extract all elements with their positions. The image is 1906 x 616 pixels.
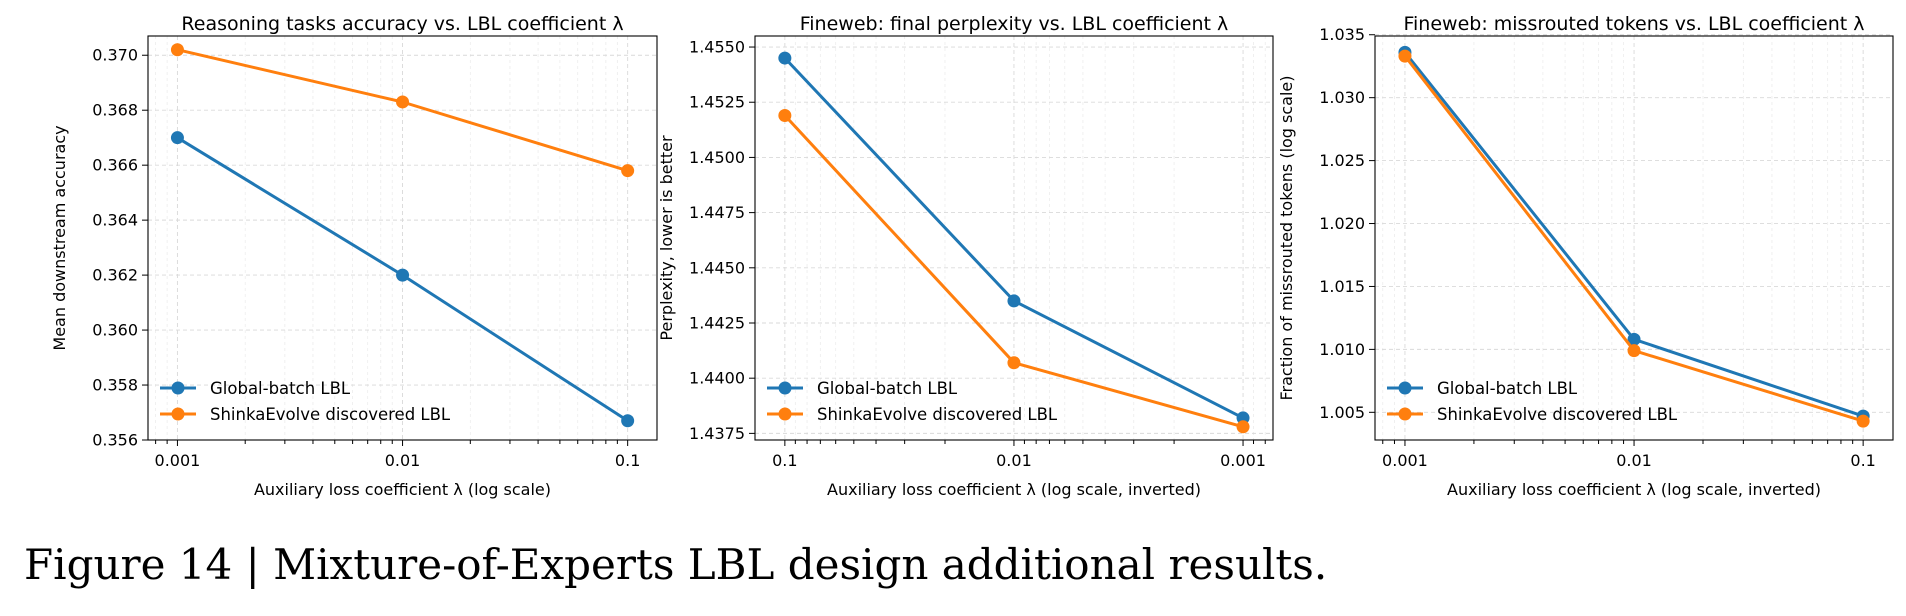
chart-title: Fineweb: missrouted tokens vs. LBL coeff… — [1403, 13, 1864, 35]
x-tick-label: 0.1 — [772, 451, 797, 470]
data-point-shinkaevolve — [621, 164, 635, 178]
y-axis-label: Perplexity, lower is better — [657, 135, 676, 341]
legend: Global-batch LBL ShinkaEvolve discovered … — [1387, 379, 1678, 424]
y-axis-label: Fraction of missrouted tokens (log scale… — [1277, 75, 1296, 400]
data-point-global-batch — [778, 51, 792, 65]
y-tick-label: 1.035 — [1319, 25, 1365, 44]
y-tick-label: 1.4375 — [689, 424, 745, 443]
legend-label: Global-batch LBL — [1437, 379, 1578, 398]
legend-label: Global-batch LBL — [210, 379, 351, 398]
figure-caption: Figure 14 | Mixture-of-Experts LBL desig… — [24, 540, 1328, 589]
y-tick-label: 0.358 — [92, 376, 138, 395]
chart-title: Reasoning tasks accuracy vs. LBL coeffic… — [181, 13, 623, 35]
x-tick-label: 0.01 — [385, 451, 421, 470]
y-tick-label: 1.4400 — [689, 369, 745, 388]
data-point-global-batch — [621, 414, 635, 428]
x-tick-label: 0.1 — [1850, 451, 1875, 470]
chart-panel-1: 0.356 0.358 0.360 0.362 0.364 0.366 0.368 0.370… — [50, 13, 658, 499]
data-point-shinkaevolve — [170, 43, 184, 57]
legend-label: ShinkaEvolve discovered LBL — [210, 405, 451, 424]
x-tick-label: 0.001 — [1220, 451, 1266, 470]
y-tick-label: 1.010 — [1319, 340, 1365, 359]
legend-marker — [171, 407, 185, 421]
y-tick-label: 1.005 — [1319, 403, 1365, 422]
data-point-global-batch — [170, 131, 184, 145]
y-tick-label: 1.4450 — [689, 258, 745, 277]
x-tick-label: 0.01 — [996, 451, 1032, 470]
x-axis-label: Auxiliary loss coefficient λ (log scale,… — [827, 480, 1201, 499]
legend-marker — [171, 381, 185, 395]
legend-label: ShinkaEvolve discovered LBL — [817, 405, 1058, 424]
y-tick-label: 1.4500 — [689, 148, 745, 167]
x-tick-label: 0.001 — [1382, 451, 1428, 470]
data-point-shinkaevolve — [1627, 344, 1641, 358]
y-tick-label: 0.366 — [92, 156, 138, 175]
y-tick-label: 0.370 — [92, 46, 138, 65]
chart-panel-2: 1.4375 1.4400 1.4425 1.4450 1.4475 1.4500 1.45… — [657, 13, 1274, 499]
data-point-shinkaevolve — [1007, 356, 1021, 370]
chart-title: Fineweb: final perplexity vs. LBL coeffi… — [800, 13, 1229, 35]
data-point-global-batch — [396, 268, 410, 282]
y-tick-label: 1.030 — [1319, 88, 1365, 107]
data-point-global-batch — [1627, 332, 1641, 346]
data-point-shinkaevolve — [778, 108, 792, 122]
legend-label: ShinkaEvolve discovered LBL — [1437, 405, 1678, 424]
legend-marker — [778, 407, 792, 421]
y-tick-label: 1.4525 — [689, 93, 745, 112]
x-tick-label: 0.1 — [615, 451, 640, 470]
y-tick-label: 0.356 — [92, 431, 138, 450]
x-axis-label: Auxiliary loss coefficient λ (log scale,… — [1447, 480, 1821, 499]
legend-marker — [778, 381, 792, 395]
data-point-shinkaevolve — [1856, 414, 1870, 428]
y-tick-label: 1.015 — [1319, 277, 1365, 296]
legend-marker — [1398, 407, 1412, 421]
y-tick-label: 1.4550 — [689, 38, 745, 57]
legend: Global-batch LBL ShinkaEvolve discovered … — [160, 379, 451, 424]
data-point-shinkaevolve — [1236, 420, 1250, 434]
legend-label: Global-batch LBL — [817, 379, 958, 398]
x-axis-label: Auxiliary loss coefficient λ (log scale) — [254, 480, 551, 499]
y-tick-label: 0.360 — [92, 321, 138, 340]
x-tick-label: 0.001 — [155, 451, 201, 470]
plot-frame — [1374, 35, 1894, 441]
data-point-shinkaevolve — [1398, 49, 1412, 63]
y-tick-label: 1.4425 — [689, 313, 745, 332]
x-tick-label: 0.01 — [1616, 451, 1652, 470]
data-point-shinkaevolve — [396, 95, 410, 109]
y-tick-label: 1.020 — [1319, 214, 1365, 233]
plot-frame — [147, 35, 658, 441]
y-tick-label: 1.025 — [1319, 151, 1365, 170]
y-tick-label: 1.4475 — [689, 203, 745, 222]
legend-marker — [1398, 381, 1412, 395]
data-point-global-batch — [1007, 294, 1021, 308]
y-axis-label: Mean downstream accuracy — [50, 125, 69, 350]
y-tick-label: 0.368 — [92, 101, 138, 120]
y-tick-label: 0.362 — [92, 266, 138, 285]
plot-frame — [754, 35, 1274, 441]
y-tick-label: 0.364 — [92, 211, 138, 230]
chart-panel-3: 1.005 1.010 1.015 1.020 1.025 1.030 1.035 0.001… — [1277, 13, 1894, 499]
legend: Global-batch LBL ShinkaEvolve discovered … — [767, 379, 1058, 424]
